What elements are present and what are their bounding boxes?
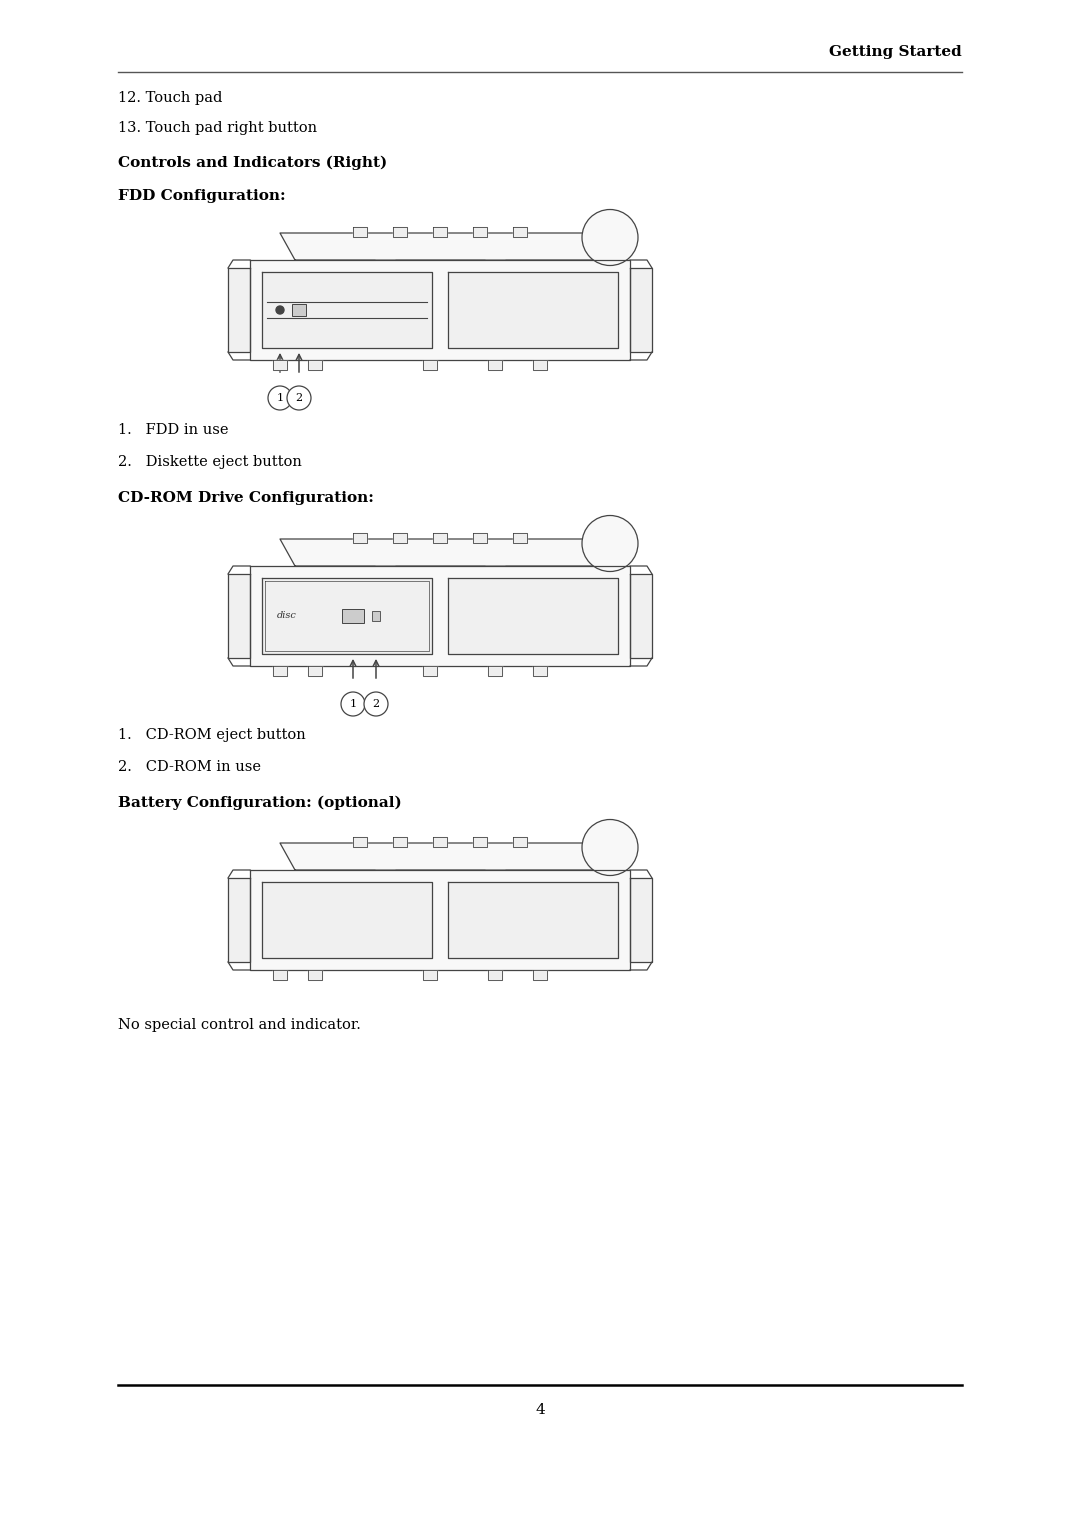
Text: No special control and indicator.: No special control and indicator. [118, 1018, 361, 1031]
Text: disc: disc [276, 611, 297, 620]
Text: CD-ROM Drive Configuration:: CD-ROM Drive Configuration: [118, 490, 374, 504]
Polygon shape [630, 267, 652, 351]
Polygon shape [630, 575, 652, 659]
Polygon shape [488, 970, 502, 979]
Polygon shape [353, 837, 367, 847]
Polygon shape [280, 232, 600, 260]
Polygon shape [393, 228, 407, 237]
Polygon shape [423, 666, 437, 675]
Polygon shape [228, 879, 249, 963]
Polygon shape [433, 533, 447, 542]
Polygon shape [534, 361, 546, 370]
Text: 2.   CD-ROM in use: 2. CD-ROM in use [118, 759, 261, 775]
Circle shape [364, 692, 388, 717]
Text: 1.   CD-ROM eject button: 1. CD-ROM eject button [118, 727, 306, 743]
Polygon shape [393, 837, 407, 847]
Text: Battery Configuration: (optional): Battery Configuration: (optional) [118, 796, 402, 810]
Polygon shape [353, 533, 367, 542]
Polygon shape [353, 228, 367, 237]
Polygon shape [630, 879, 652, 963]
Polygon shape [280, 539, 600, 565]
Polygon shape [228, 575, 249, 659]
Polygon shape [280, 843, 600, 869]
Text: 1.   FDD in use: 1. FDD in use [118, 423, 229, 437]
Polygon shape [534, 970, 546, 979]
Text: 2: 2 [373, 698, 379, 709]
Polygon shape [273, 666, 287, 675]
Polygon shape [393, 533, 407, 542]
Polygon shape [273, 361, 287, 370]
Bar [342, 610, 364, 623]
Polygon shape [473, 228, 487, 237]
Bar [292, 304, 306, 316]
Text: 2: 2 [296, 393, 302, 403]
Text: FDD Configuration:: FDD Configuration: [118, 189, 285, 203]
Polygon shape [423, 361, 437, 370]
Polygon shape [473, 837, 487, 847]
Polygon shape [262, 272, 432, 348]
Polygon shape [249, 565, 630, 666]
Text: 4: 4 [535, 1403, 545, 1416]
Text: Controls and Indicators (Right): Controls and Indicators (Right) [118, 156, 388, 170]
Polygon shape [423, 970, 437, 979]
Circle shape [582, 819, 638, 876]
Circle shape [341, 692, 365, 717]
Text: 1: 1 [276, 393, 284, 403]
Polygon shape [513, 533, 527, 542]
Polygon shape [308, 970, 322, 979]
Text: Getting Started: Getting Started [829, 44, 962, 60]
Polygon shape [262, 578, 432, 654]
Polygon shape [448, 272, 618, 348]
Text: 1: 1 [350, 698, 356, 709]
Polygon shape [448, 882, 618, 958]
Polygon shape [513, 837, 527, 847]
Polygon shape [249, 869, 630, 970]
Text: 13. Touch pad right button: 13. Touch pad right button [118, 121, 318, 134]
Polygon shape [433, 837, 447, 847]
Polygon shape [273, 970, 287, 979]
Circle shape [268, 387, 292, 410]
Polygon shape [448, 578, 618, 654]
Polygon shape [308, 361, 322, 370]
Polygon shape [513, 228, 527, 237]
Polygon shape [488, 666, 502, 675]
Polygon shape [433, 228, 447, 237]
Polygon shape [262, 882, 432, 958]
Circle shape [582, 209, 638, 266]
Bar [372, 611, 380, 620]
Circle shape [276, 306, 284, 313]
Polygon shape [249, 260, 630, 361]
Text: 2.   Diskette eject button: 2. Diskette eject button [118, 455, 302, 469]
Polygon shape [308, 666, 322, 675]
Polygon shape [534, 666, 546, 675]
Circle shape [287, 387, 311, 410]
Text: 12. Touch pad: 12. Touch pad [118, 92, 222, 105]
Polygon shape [228, 267, 249, 351]
Polygon shape [488, 361, 502, 370]
Polygon shape [473, 533, 487, 542]
Circle shape [582, 515, 638, 571]
